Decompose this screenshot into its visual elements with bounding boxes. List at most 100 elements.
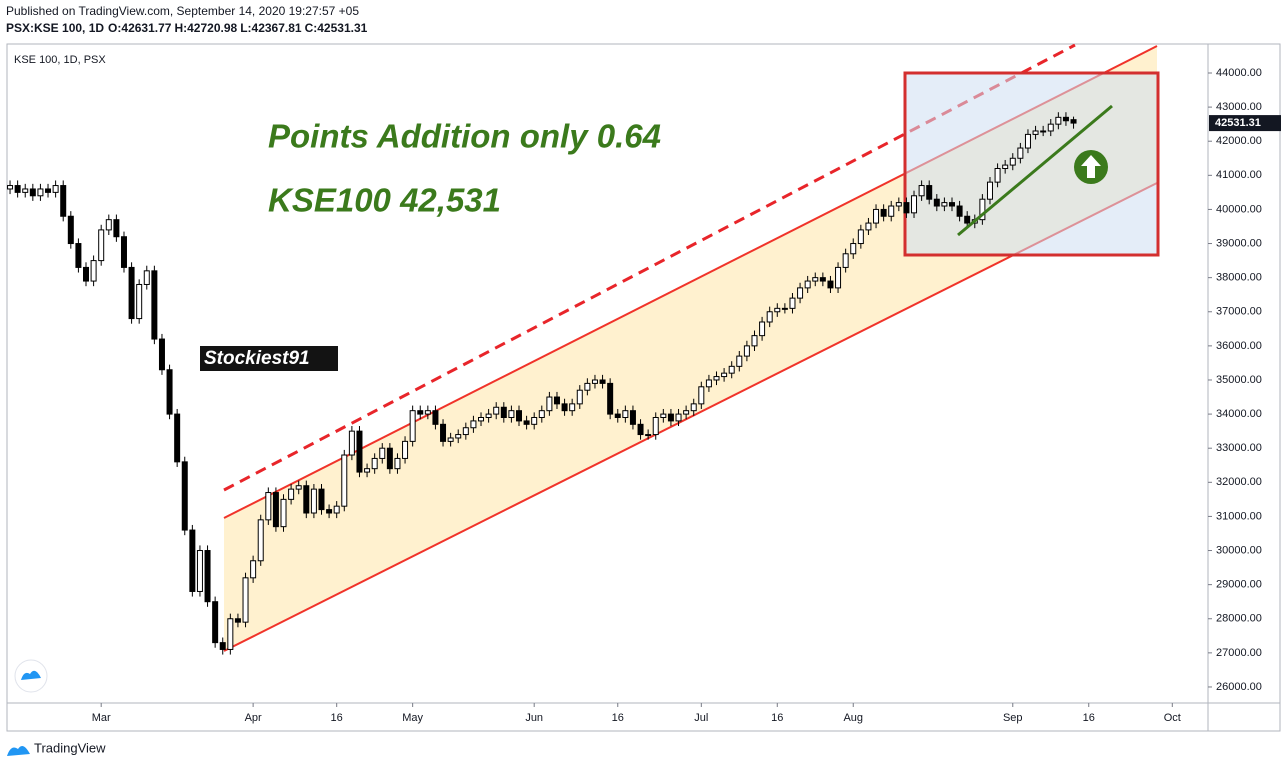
candle-body [660,413,667,419]
candle-body [257,519,264,562]
candle-body [447,437,454,442]
candle-body [424,410,431,415]
support-line [957,104,1113,237]
candle-body [804,280,811,289]
y-tick-label: 35000.00 [1216,374,1262,386]
candle-body [888,205,895,217]
candle-body [1032,130,1039,135]
candle-body [440,423,447,442]
candle-body [52,185,59,193]
candle-body [417,410,424,415]
candle-body [22,188,29,193]
candle-body [371,457,378,470]
candle-body [553,396,560,405]
candle-body [508,410,515,419]
candle-body [850,243,857,255]
candle-body [136,283,143,320]
x-tick-label: Aug [843,712,863,724]
candle-body [478,417,485,422]
candle-body [128,266,135,320]
candle-body [242,577,249,623]
candle-body [45,188,52,193]
candles [7,112,1077,655]
symbol: PSX:KSE 100, 1D [6,21,104,35]
y-tick-label: 32000.00 [1216,476,1262,488]
last-price-box [1209,115,1281,132]
candle-body [683,410,690,415]
candle-body [986,181,993,200]
candle-body [721,372,728,378]
candle-body [584,382,591,391]
candle-body [272,492,279,528]
candle-body [394,457,401,470]
candle-body [500,406,507,419]
candle-body [29,188,36,197]
candle-body [926,185,933,200]
candle-body [751,335,758,347]
channel-lower [223,182,1158,652]
candle-body [37,188,44,197]
candle-body [622,410,629,419]
candle-body [994,168,1001,183]
y-tick-label: 33000.00 [1216,442,1262,454]
candle-body [265,492,272,521]
y-tick-label: 27000.00 [1216,647,1262,659]
candle-body [98,229,105,262]
candle-body [455,434,462,439]
y-tick-label: 28000.00 [1216,613,1262,625]
candle-body [819,277,826,282]
candle-body [219,642,226,650]
up-arrow [1081,155,1101,178]
field-label: H: [174,21,187,35]
candle-body [591,379,598,384]
footer-brand: TradingView [34,740,106,755]
field-label: O: [108,21,121,35]
candle-body [166,369,173,415]
x-tick-label: May [402,712,423,724]
candle-body [789,297,796,309]
candle-body [629,410,636,425]
field-label: C: [305,21,318,35]
candle-body [462,427,469,436]
axes: 26000.00 27000.00 28000.00 29000.00 30000.00… [92,67,1281,724]
candle-body [546,396,553,412]
candle-body [797,287,804,299]
candle-body [212,601,219,644]
candle-body [1024,133,1031,149]
x-tick-label: Oct [1164,712,1181,724]
candle-body [743,345,750,357]
candle-body [857,229,864,245]
candle-body [979,198,986,221]
candle-body [310,488,317,514]
candle-body [120,236,127,268]
candle-body [1055,116,1062,125]
candle-body [637,423,644,436]
candle-body [652,417,659,436]
candle-body [196,550,203,592]
candle-body [835,266,842,289]
candle-body [911,195,918,214]
candle-body [402,440,409,459]
footer-logo [7,745,30,756]
annotation-text: KSE100 42,531 [268,182,501,219]
candle-body [607,382,614,415]
y-tick-label: 43000.00 [1216,101,1262,113]
candle-body [675,413,682,422]
candle-body [645,434,652,437]
candle-body [903,202,910,214]
candle-body [493,406,500,415]
candle-body [873,208,880,224]
candle-body [774,307,781,313]
candle-body [386,447,393,470]
candle-body [531,417,538,425]
candle-body [318,488,325,511]
y-tick-label: 31000.00 [1216,510,1262,522]
candle-body [288,488,295,500]
candle-body [379,447,386,459]
candle-body [713,376,720,381]
candle-body [1040,130,1047,133]
candle-body [326,509,333,514]
candle-body [364,468,371,473]
candle-body [690,403,697,412]
